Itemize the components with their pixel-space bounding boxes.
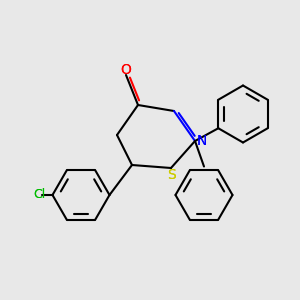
Text: Cl: Cl: [33, 188, 45, 202]
Text: Cl: Cl: [33, 188, 45, 202]
Text: S: S: [167, 168, 176, 182]
Text: O: O: [121, 63, 131, 76]
Text: N: N: [196, 134, 207, 148]
Text: S: S: [167, 168, 176, 182]
Text: N: N: [196, 134, 207, 148]
Text: O: O: [121, 63, 131, 76]
